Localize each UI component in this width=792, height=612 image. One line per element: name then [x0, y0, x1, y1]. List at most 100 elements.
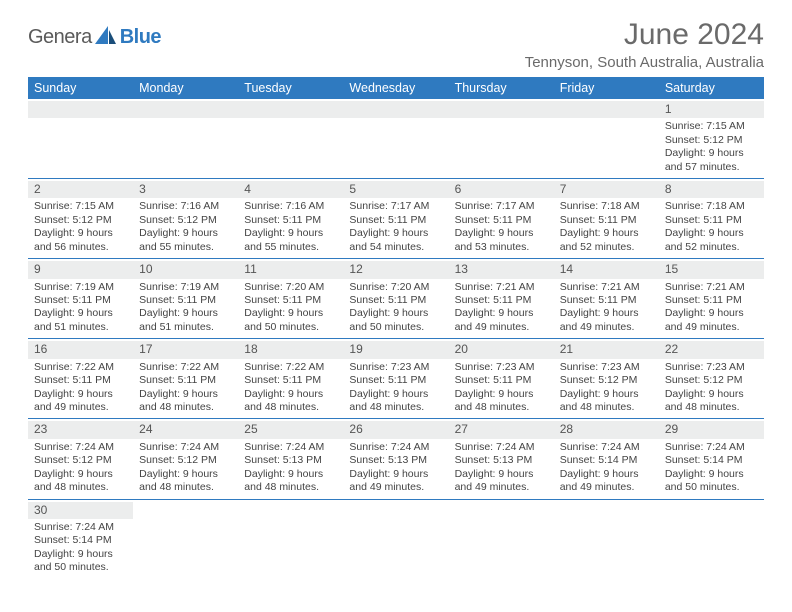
day-info: Sunrise: 7:24 AMSunset: 5:13 PMDaylight:…: [242, 441, 339, 495]
day-info: Sunrise: 7:20 AMSunset: 5:11 PMDaylight:…: [242, 281, 339, 335]
calendar-cell: 26 Sunrise: 7:24 AMSunset: 5:13 PMDayligh…: [343, 419, 448, 499]
weekday-header: Friday: [554, 77, 659, 99]
calendar-cell: [343, 499, 448, 579]
day-info: Sunrise: 7:23 AMSunset: 5:12 PMDaylight:…: [558, 361, 655, 415]
calendar-row: 23Sunrise: 7:24 AMSunset: 5:12 PMDayligh…: [28, 419, 764, 499]
day-number: 13: [449, 261, 554, 278]
day-number: 4: [238, 181, 343, 198]
calendar-cell: 15Sunrise: 7:21 AMSunset: 5:11 PMDayligh…: [659, 259, 764, 339]
day-number: 22: [659, 341, 764, 358]
weekday-header: Thursday: [449, 77, 554, 99]
day-info: Sunrise: 7:21 AMSunset: 5:11 PMDaylight:…: [558, 281, 655, 335]
calendar-cell: [28, 99, 133, 179]
weekday-header: Saturday: [659, 77, 764, 99]
day-number: 27: [449, 421, 554, 438]
title-block: June 2024 Tennyson, South Australia, Aus…: [525, 18, 764, 71]
day-number-empty: [238, 101, 343, 118]
location: Tennyson, South Australia, Australia: [525, 54, 764, 71]
calendar-cell: 12 Sunrise: 7:20 AMSunset: 5:11 PMDayligh…: [343, 259, 448, 339]
weekday-header: Monday: [133, 77, 238, 99]
calendar-cell: 30Sunrise: 7:24 AMSunset: 5:14 PMDayligh…: [28, 499, 133, 579]
day-number: 6: [449, 181, 554, 198]
day-info: Sunrise: 7:21 AMSunset: 5:11 PMDaylight:…: [453, 281, 550, 335]
day-number-empty: [343, 101, 448, 118]
sail-icon: [95, 26, 117, 49]
calendar-cell: 9Sunrise: 7:19 AMSunset: 5:11 PMDaylight…: [28, 259, 133, 339]
day-number: 20: [449, 341, 554, 358]
day-info: Sunrise: 7:15 AMSunset: 5:12 PMDaylight:…: [32, 200, 129, 254]
calendar-cell: 19 Sunrise: 7:23 AMSunset: 5:11 PMDayligh…: [343, 339, 448, 419]
day-number: 11: [238, 261, 343, 278]
logo-text-b: Blue: [120, 26, 161, 49]
day-number: 8: [659, 181, 764, 198]
calendar-cell: 28 Sunrise: 7:24 AMSunset: 5:14 PMDayligh…: [554, 419, 659, 499]
calendar-cell: 18 Sunrise: 7:22 AMSunset: 5:11 PMDayligh…: [238, 339, 343, 419]
day-info: Sunrise: 7:23 AMSunset: 5:11 PMDaylight:…: [453, 361, 550, 415]
day-number: 2: [28, 181, 133, 198]
calendar-cell: 14 Sunrise: 7:21 AMSunset: 5:11 PMDayligh…: [554, 259, 659, 339]
calendar-cell: 29Sunrise: 7:24 AMSunset: 5:14 PMDayligh…: [659, 419, 764, 499]
day-info: Sunrise: 7:17 AMSunset: 5:11 PMDaylight:…: [453, 200, 550, 254]
calendar-cell: [133, 99, 238, 179]
day-info: Sunrise: 7:24 AMSunset: 5:12 PMDaylight:…: [137, 441, 234, 495]
day-info: Sunrise: 7:21 AMSunset: 5:11 PMDaylight:…: [663, 281, 760, 335]
calendar-cell: 10 Sunrise: 7:19 AMSunset: 5:11 PMDayligh…: [133, 259, 238, 339]
day-number: 26: [343, 421, 448, 438]
calendar-table: SundayMondayTuesdayWednesdayThursdayFrid…: [28, 77, 764, 579]
day-number: 3: [133, 181, 238, 198]
day-info: Sunrise: 7:17 AMSunset: 5:11 PMDaylight:…: [347, 200, 444, 254]
calendar-cell: [343, 99, 448, 179]
day-info: Sunrise: 7:24 AMSunset: 5:14 PMDaylight:…: [558, 441, 655, 495]
day-info: Sunrise: 7:24 AMSunset: 5:14 PMDaylight:…: [663, 441, 760, 495]
calendar-cell: 27 Sunrise: 7:24 AMSunset: 5:13 PMDayligh…: [449, 419, 554, 499]
day-info: Sunrise: 7:24 AMSunset: 5:13 PMDaylight:…: [453, 441, 550, 495]
day-number-empty: [554, 101, 659, 118]
day-number: 5: [343, 181, 448, 198]
calendar-cell: 13 Sunrise: 7:21 AMSunset: 5:11 PMDayligh…: [449, 259, 554, 339]
calendar-cell: 21 Sunrise: 7:23 AMSunset: 5:12 PMDayligh…: [554, 339, 659, 419]
calendar-cell: 22 Sunrise: 7:23 AMSunset: 5:12 PMDayligh…: [659, 339, 764, 419]
calendar-cell: 16Sunrise: 7:22 AMSunset: 5:11 PMDayligh…: [28, 339, 133, 419]
calendar-cell: 8 Sunrise: 7:18 AMSunset: 5:11 PMDaylight…: [659, 179, 764, 259]
day-number: 18: [238, 341, 343, 358]
day-info: Sunrise: 7:24 AMSunset: 5:12 PMDaylight:…: [32, 441, 129, 495]
day-number: 25: [238, 421, 343, 438]
calendar-cell: 25 Sunrise: 7:24 AMSunset: 5:13 PMDayligh…: [238, 419, 343, 499]
day-info: Sunrise: 7:24 AMSunset: 5:13 PMDaylight:…: [347, 441, 444, 495]
day-number: 12: [343, 261, 448, 278]
calendar-cell: [554, 99, 659, 179]
calendar-cell: 23Sunrise: 7:24 AMSunset: 5:12 PMDayligh…: [28, 419, 133, 499]
day-number: 28: [554, 421, 659, 438]
logo-text-a: Genera: [28, 26, 92, 49]
day-number: 10: [133, 261, 238, 278]
weekday-header: Wednesday: [343, 77, 448, 99]
calendar-cell: [449, 499, 554, 579]
calendar-cell: 20 Sunrise: 7:23 AMSunset: 5:11 PMDayligh…: [449, 339, 554, 419]
day-info: Sunrise: 7:20 AMSunset: 5:11 PMDaylight:…: [347, 281, 444, 335]
day-info: Sunrise: 7:19 AMSunset: 5:11 PMDaylight:…: [32, 281, 129, 335]
calendar-cell: 17Sunrise: 7:22 AMSunset: 5:11 PMDayligh…: [133, 339, 238, 419]
day-number: 17: [133, 341, 238, 358]
day-number: 19: [343, 341, 448, 358]
calendar-cell: [449, 99, 554, 179]
day-info: Sunrise: 7:23 AMSunset: 5:11 PMDaylight:…: [347, 361, 444, 415]
day-info: Sunrise: 7:22 AMSunset: 5:11 PMDaylight:…: [242, 361, 339, 415]
calendar-cell: 7Sunrise: 7:18 AMSunset: 5:11 PMDaylight…: [554, 179, 659, 259]
day-number-empty: [449, 101, 554, 118]
calendar-cell: [238, 99, 343, 179]
calendar-row: 2 Sunrise: 7:15 AMSunset: 5:12 PMDaylight…: [28, 179, 764, 259]
day-number: 1: [659, 101, 764, 118]
day-number: 21: [554, 341, 659, 358]
calendar-cell: 3Sunrise: 7:16 AMSunset: 5:12 PMDaylight…: [133, 179, 238, 259]
calendar-cell: [133, 499, 238, 579]
day-number: 14: [554, 261, 659, 278]
header: Genera Blue June 2024 Tennyson, South Au…: [28, 18, 764, 71]
month-title: June 2024: [525, 18, 764, 52]
day-info: Sunrise: 7:18 AMSunset: 5:11 PMDaylight:…: [663, 200, 760, 254]
calendar-row: 9Sunrise: 7:19 AMSunset: 5:11 PMDaylight…: [28, 259, 764, 339]
calendar-row: 30Sunrise: 7:24 AMSunset: 5:14 PMDayligh…: [28, 499, 764, 579]
day-info: Sunrise: 7:23 AMSunset: 5:12 PMDaylight:…: [663, 361, 760, 415]
weekday-header-row: SundayMondayTuesdayWednesdayThursdayFrid…: [28, 77, 764, 99]
day-number: 30: [28, 502, 133, 519]
day-info: Sunrise: 7:19 AMSunset: 5:11 PMDaylight:…: [137, 281, 234, 335]
